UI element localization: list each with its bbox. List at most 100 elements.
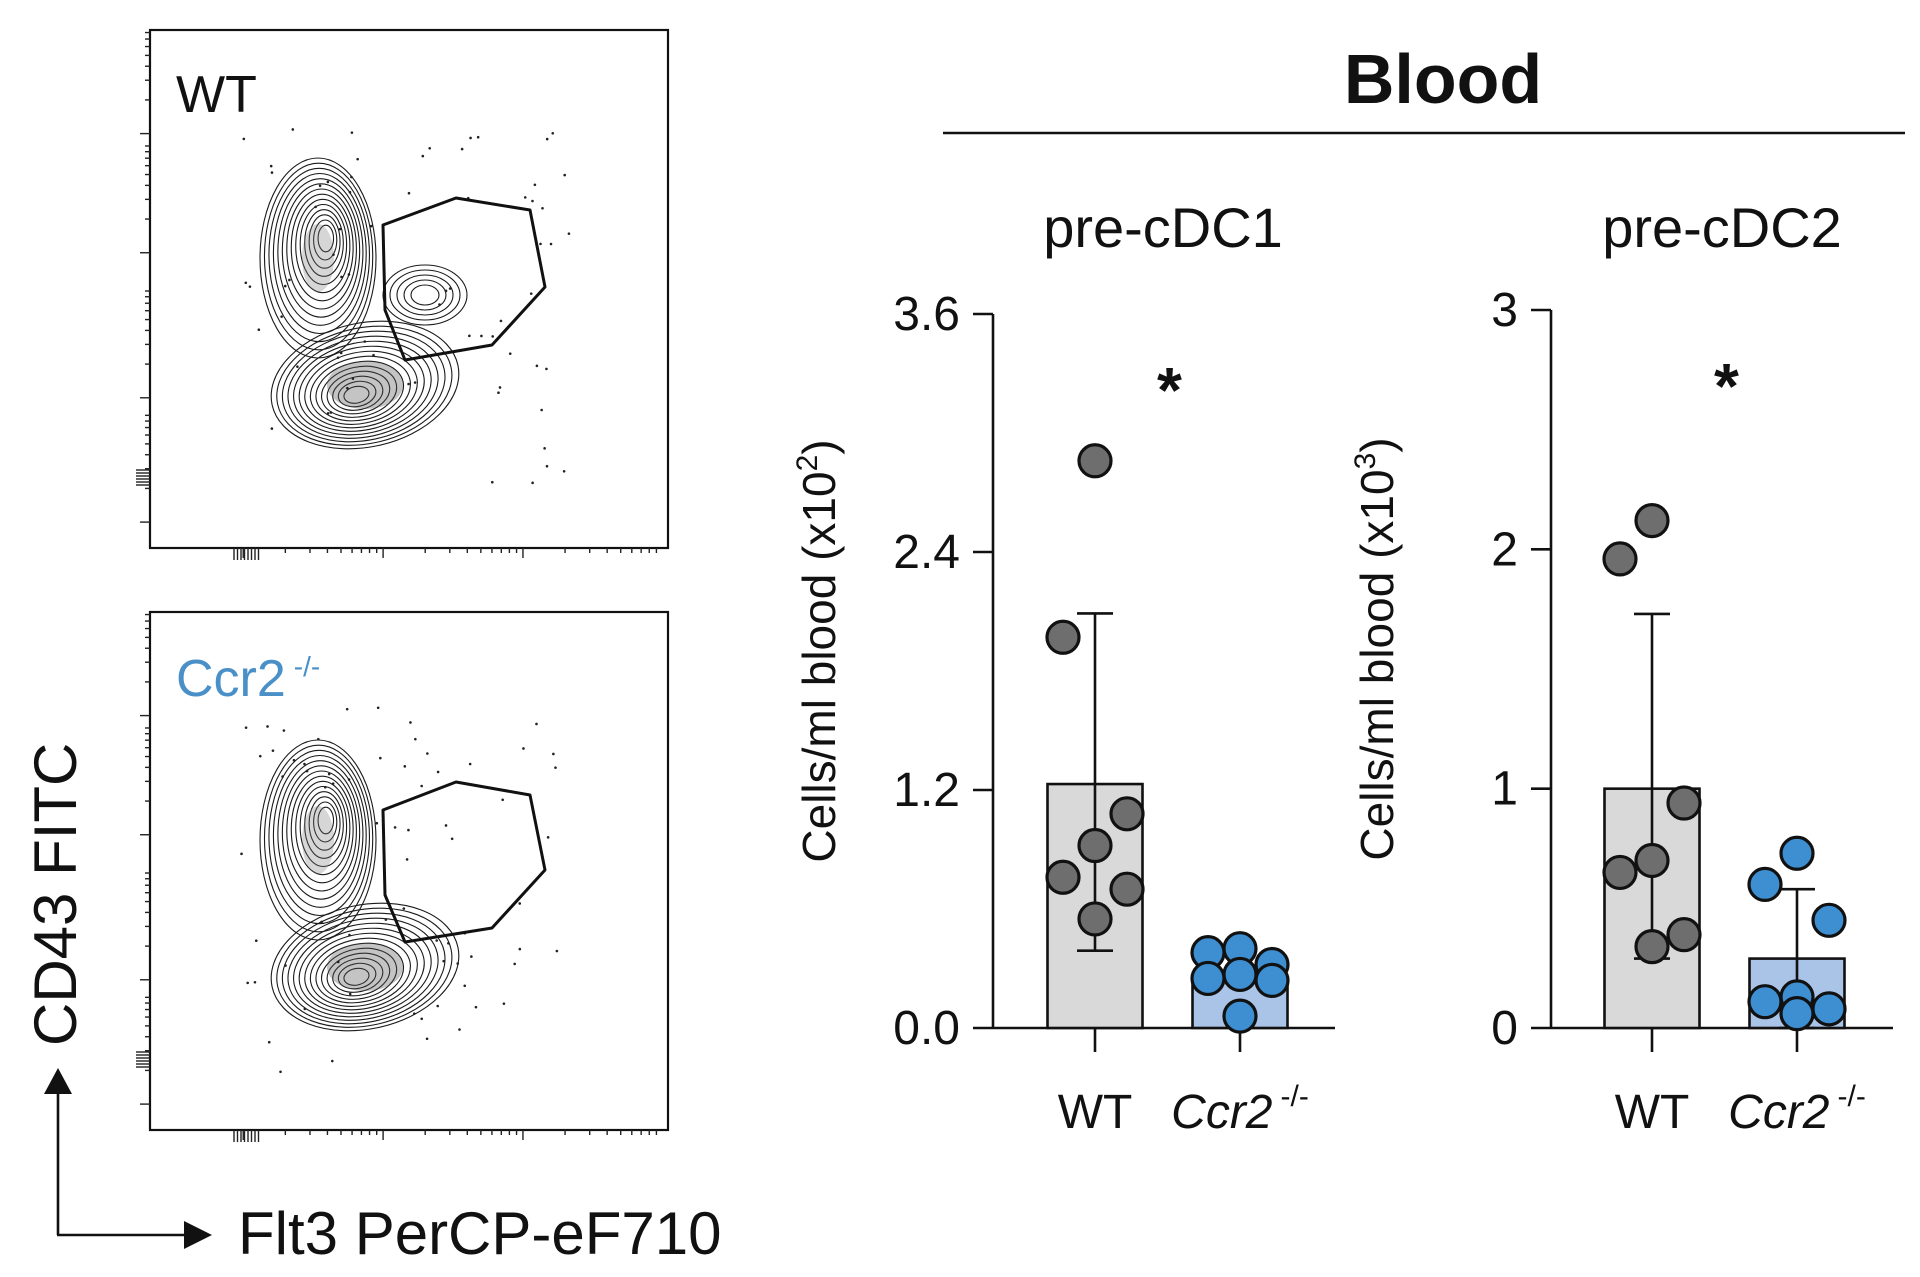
contour-line: [276, 907, 453, 1028]
event-dot: [563, 173, 566, 177]
event-dot: [444, 824, 448, 827]
event-dot: [372, 353, 375, 357]
contour-line: [321, 365, 398, 418]
event-dot: [501, 798, 504, 802]
data-point: [1779, 996, 1815, 1032]
event-dot: [541, 206, 544, 210]
contour-line: [293, 340, 432, 436]
contour-line: [308, 796, 341, 851]
event-dot: [551, 131, 555, 135]
event-dot: [284, 964, 287, 967]
x-arrow-head: [184, 1221, 212, 1249]
data-point: [1109, 871, 1145, 907]
chart-title: pre-cDC2: [1602, 196, 1842, 259]
contour-line: [313, 219, 338, 261]
event-dot: [336, 356, 340, 359]
event-dot: [535, 722, 538, 726]
flow-axis-arrows: CD43 FITC Flt3 PerCP-eF710: [22, 743, 722, 1267]
event-dot: [518, 902, 522, 905]
data-point: [1779, 835, 1815, 871]
contour-line: [403, 279, 447, 311]
category-label: Ccr2 -/-: [1728, 1080, 1866, 1139]
event-dot: [320, 920, 323, 924]
event-dot: [303, 762, 306, 766]
contour-line: [299, 203, 348, 286]
event-dot: [393, 826, 397, 829]
dense-region: [327, 943, 403, 991]
event-dot: [549, 242, 553, 246]
event-dot: [513, 962, 516, 966]
contour-line: [268, 749, 371, 925]
event-dot: [407, 382, 410, 386]
y-tick-label: 2: [1491, 523, 1518, 576]
event-dot: [546, 836, 550, 839]
contour-line: [298, 345, 425, 432]
data-point: [1045, 859, 1081, 895]
event-dot: [448, 287, 452, 290]
event-dot: [303, 1007, 307, 1011]
data-point: [1634, 842, 1670, 879]
contour-line: [281, 912, 446, 1025]
y-axis-label: Cells/ml blood (x102): [791, 439, 845, 862]
blood-header: Blood: [943, 40, 1905, 135]
event-dot: [282, 729, 286, 732]
event-dot: [253, 980, 257, 984]
contour-line: [272, 754, 367, 917]
contour-line: [293, 922, 432, 1018]
event-dot: [248, 285, 252, 288]
event-dot: [420, 1017, 423, 1021]
contour-line: [295, 780, 351, 876]
y-axis-label-sup: 2: [791, 455, 824, 472]
event-dot: [254, 939, 258, 942]
event-dot: [244, 726, 248, 729]
event-dot: [279, 1070, 282, 1074]
data-point: [1811, 991, 1847, 1027]
y-axis-label-text: Cells/ml blood (x10: [793, 471, 845, 862]
event-dot: [545, 464, 549, 468]
event-dot: [447, 941, 450, 945]
dense-region: [327, 361, 403, 409]
contour-line: [315, 360, 405, 422]
contour-line: [281, 330, 446, 443]
event-dot: [318, 184, 322, 188]
data-point: [1077, 901, 1113, 937]
contour-line: [304, 350, 418, 429]
event-dot: [523, 196, 527, 199]
event-dot: [283, 284, 287, 288]
data-point: [1666, 917, 1702, 953]
contour-line: [290, 775, 354, 884]
gate-polygon: [381, 780, 547, 944]
y-axis-label-sup: 3: [1349, 453, 1382, 470]
event-dot: [281, 775, 284, 778]
contour-line: [281, 765, 361, 900]
event-dot: [338, 227, 342, 231]
data-point: [1109, 796, 1145, 832]
event-dot: [533, 183, 537, 187]
data-point: [1666, 785, 1702, 821]
y-tick-label: 0.0: [893, 1002, 960, 1055]
event-dot: [269, 164, 273, 168]
event-dot: [562, 469, 566, 473]
flow-axis-ticks: [136, 613, 658, 1142]
event-dot: [412, 1012, 416, 1015]
event-dot: [326, 412, 330, 415]
contour-line: [263, 162, 374, 351]
event-dot: [379, 756, 382, 760]
event-dot: [409, 721, 412, 724]
contour-line: [317, 806, 335, 835]
contour-line: [382, 264, 468, 326]
event-dot: [498, 386, 502, 389]
event-dot: [463, 984, 467, 988]
dense-region: [302, 806, 334, 874]
event-dot: [539, 242, 542, 246]
event-dot: [347, 778, 351, 781]
event-dot: [543, 447, 546, 450]
category-label: WT: [1615, 1086, 1690, 1139]
panel-label-ccr2: Ccr2 -/-: [176, 650, 320, 708]
flow-panel-wt: WT: [136, 28, 670, 560]
contour-line: [295, 198, 351, 294]
event-dot: [332, 253, 335, 256]
event-dot: [288, 278, 291, 282]
data-point: [1602, 541, 1638, 577]
